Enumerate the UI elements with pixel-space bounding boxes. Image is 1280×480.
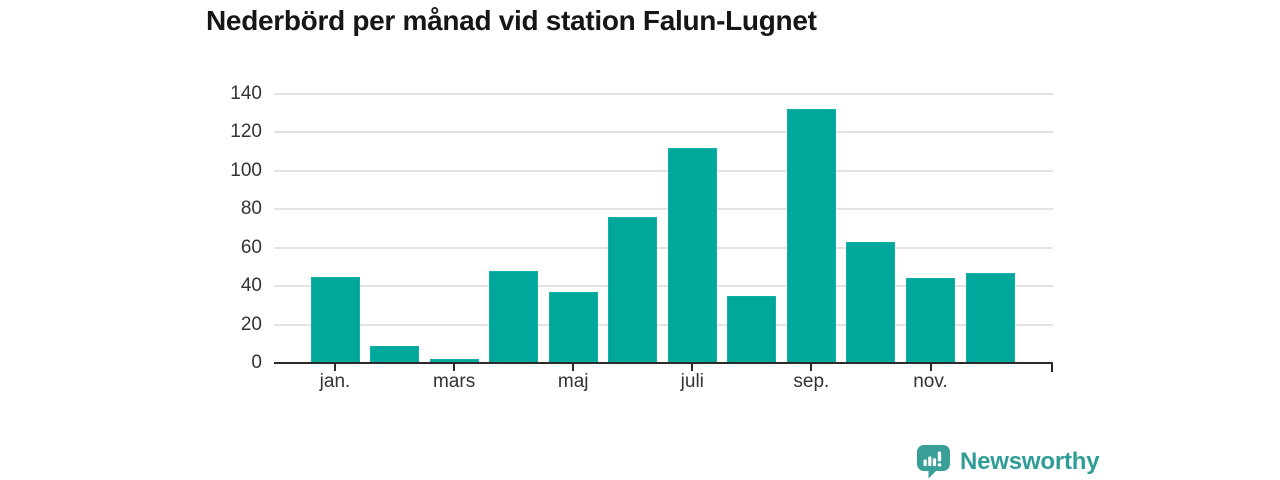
y-tick-label-20: 20 <box>240 313 262 335</box>
bar-juli <box>667 147 717 363</box>
plot-area <box>274 93 1053 372</box>
gridline-100 <box>274 169 1053 172</box>
x-tick-label-jan.: jan. <box>319 371 351 392</box>
x-tick-label-mars: mars <box>432 371 476 392</box>
y-tick-label-40: 40 <box>240 275 262 297</box>
x-tick-juli <box>691 363 694 371</box>
y-tick-label-0: 0 <box>251 352 262 373</box>
bar-okt. <box>846 241 896 363</box>
bar-maj <box>548 291 598 363</box>
bar-apr. <box>489 270 539 363</box>
x-tick-label-juli: juli <box>680 371 704 392</box>
x-tick-label-nov.: nov. <box>913 371 948 392</box>
bar-jan. <box>310 276 360 363</box>
bar-nov. <box>906 278 955 363</box>
x-tick-nov. <box>929 363 932 371</box>
y-tick-label-80: 80 <box>240 198 262 220</box>
x-tick-maj <box>572 363 575 371</box>
y-tick-label-60: 60 <box>240 236 262 258</box>
x-tick-jan. <box>334 363 336 371</box>
x-axis-end-cap <box>1050 362 1053 372</box>
bar-dec. <box>965 272 1015 363</box>
chart-title: Nederbörd per månad vid station Falun-Lu… <box>206 5 817 36</box>
gridline-60 <box>274 246 1053 249</box>
gridline-120 <box>274 131 1053 134</box>
gridline-140 <box>274 93 1053 95</box>
bar-juni <box>608 216 658 363</box>
newsworthy-logo: Newsworthy <box>916 444 1100 479</box>
x-axis-line <box>274 361 1053 364</box>
x-tick-mars <box>453 363 456 371</box>
y-tick-label-140: 140 <box>230 83 262 104</box>
newsworthy-logo-icon <box>917 445 950 479</box>
gridline-40 <box>274 285 1053 288</box>
y-tick-label-120: 120 <box>230 121 262 143</box>
x-tick-label-maj: maj <box>557 371 589 392</box>
bar-aug. <box>727 295 777 363</box>
x-tick-label-sep.: sep. <box>793 371 830 392</box>
x-tick-sep. <box>810 363 813 371</box>
gridline-20 <box>274 323 1053 326</box>
bar-feb. <box>370 345 420 363</box>
y-tick-label-100: 100 <box>230 159 262 181</box>
gridline-80 <box>274 208 1053 211</box>
bar-sep. <box>786 109 836 363</box>
newsworthy-wordmark: Newsworthy <box>960 447 1100 475</box>
